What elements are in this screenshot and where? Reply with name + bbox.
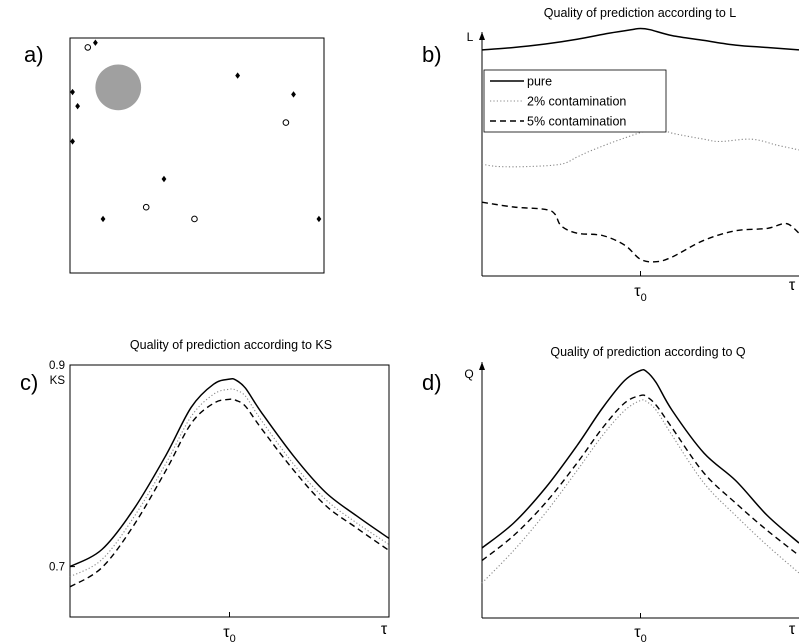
y-axis-arrow	[479, 362, 485, 370]
scatter-point-diamond	[70, 138, 75, 145]
x-tick-label: τ0	[634, 624, 646, 644]
plot-frame	[69, 364, 390, 618]
x-tick-label: τ0	[634, 283, 646, 304]
panel-a: a)	[24, 37, 325, 274]
y-tick-label: 0.9	[49, 360, 65, 372]
scatter-point-circle	[84, 44, 92, 51]
panel-c: c) Quality of prediction according to KS 0…	[20, 338, 390, 644]
series-line	[481, 201, 799, 263]
x-tick-label-subscript: 0	[230, 633, 236, 644]
x-tick-label-base: τ	[634, 624, 641, 641]
series-line	[481, 368, 799, 549]
scatter-point-diamond	[93, 39, 98, 46]
x-tick-label-base: τ	[223, 624, 230, 641]
x-tick-label-base: τ	[634, 283, 641, 300]
panel-d: d) Quality of prediction according to Q Qτ…	[422, 345, 799, 644]
legend-entry: pure	[527, 75, 552, 89]
chart-title: Quality of prediction according to L	[544, 6, 737, 20]
series-line	[481, 394, 799, 562]
series-line	[481, 27, 799, 51]
panel-b: b) Quality of prediction according to L Lτ…	[422, 6, 799, 304]
panel-a-label: a)	[24, 42, 44, 67]
legend: pure 2% contamination 5% contamination	[483, 69, 667, 133]
scatter-point-circle	[142, 203, 150, 211]
x-axis-label: τ	[789, 621, 796, 638]
y-axis-arrow	[479, 32, 485, 40]
scatter-point-diamond	[70, 88, 75, 96]
y-axis-label: L	[467, 30, 474, 44]
series-line	[481, 399, 799, 584]
excluded-disc	[95, 64, 142, 111]
scatter-point-diamond	[291, 91, 296, 98]
x-tick-label: τ0	[223, 624, 235, 644]
x-tick-label-subscript: 0	[641, 633, 647, 644]
legend-entry: 5% contamination	[527, 115, 626, 129]
scatter-point-circle	[282, 119, 290, 126]
x-axis-label: τ	[381, 621, 388, 638]
legend-entry: 2% contamination	[527, 95, 626, 109]
y-axis-label: KS	[50, 375, 66, 387]
panel-c-label: c)	[20, 370, 38, 395]
scatter-point-diamond	[316, 215, 322, 223]
chart-title: Quality of prediction according to Q	[550, 345, 746, 359]
x-tick-label-subscript: 0	[641, 292, 647, 304]
scatter-point-diamond	[235, 72, 241, 79]
panel-b-label: b)	[422, 42, 442, 67]
series-line	[481, 127, 799, 168]
scatter-point-diamond	[100, 215, 106, 223]
series-line	[69, 377, 390, 568]
series-line	[69, 388, 390, 578]
chart-title: Quality of prediction according to KS	[130, 338, 332, 352]
series-line	[69, 398, 390, 588]
panel-a-frame	[69, 37, 325, 274]
x-axis-label: τ	[789, 277, 796, 294]
scatter-point-circle	[191, 215, 198, 223]
scatter-point-diamond	[161, 175, 167, 183]
y-axis-label: Q	[464, 367, 473, 381]
panel-d-label: d)	[422, 370, 442, 395]
scatter-point-diamond	[75, 102, 81, 110]
y-tick-label: 0.7	[49, 562, 65, 574]
